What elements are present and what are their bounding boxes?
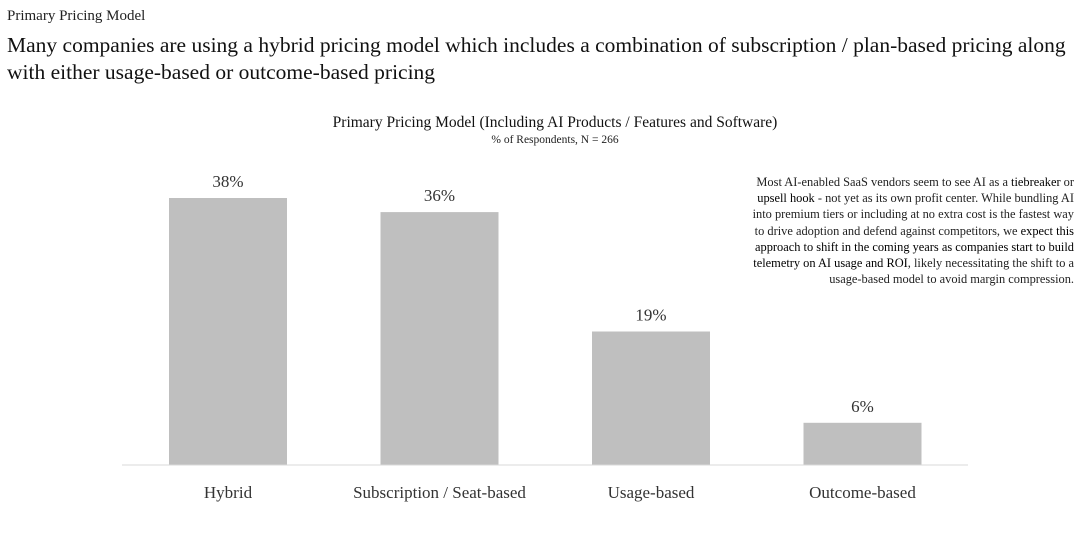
bar-value-label: 19% xyxy=(635,306,666,325)
annotation-emphasis: expect this approach to shift in the com… xyxy=(753,223,1074,271)
annotation-emphasis: tiebreaker xyxy=(1011,175,1061,189)
category-tick-label: Subscription / Seat-based xyxy=(353,483,526,502)
bar-outcome-based xyxy=(803,422,922,465)
bars-layer xyxy=(169,198,922,465)
page-headline: Many companies are using a hybrid pricin… xyxy=(7,33,1066,84)
bar-value-label: 36% xyxy=(424,186,455,205)
bar-subscription-seat-based xyxy=(380,212,499,465)
annotation-text: or xyxy=(1060,175,1074,189)
bar-value-label: 6% xyxy=(851,397,874,416)
chart-subtitle: % of Respondents, N = 266 xyxy=(491,134,619,146)
section-kicker: Primary Pricing Model xyxy=(7,8,146,24)
labels-layer: 38% Hybrid 36% Subscription / Seat-based 19%… xyxy=(204,172,916,502)
bar-hybrid xyxy=(169,198,287,465)
annotation-text: - not yet as its own profit center. Whil… xyxy=(752,191,1074,238)
chart-title: Primary Pricing Model (Including AI Prod… xyxy=(332,114,778,131)
annotation-text: , likely necessitating the shift to a us… xyxy=(829,256,1074,287)
bar-value-label: 38% xyxy=(212,172,243,191)
category-tick-label: Usage-based xyxy=(608,483,695,502)
annotation-text: Most AI-enabled SaaS vendors seem to see… xyxy=(756,175,1012,189)
annotation-emphasis: upsell hook xyxy=(757,191,815,206)
category-tick-label: Hybrid xyxy=(204,483,253,502)
category-tick-label: Outcome-based xyxy=(809,483,916,502)
bar-usage-based xyxy=(592,331,710,465)
annotation-callout: Most AI-enabled SaaS vendors seem to see… xyxy=(742,174,1074,287)
